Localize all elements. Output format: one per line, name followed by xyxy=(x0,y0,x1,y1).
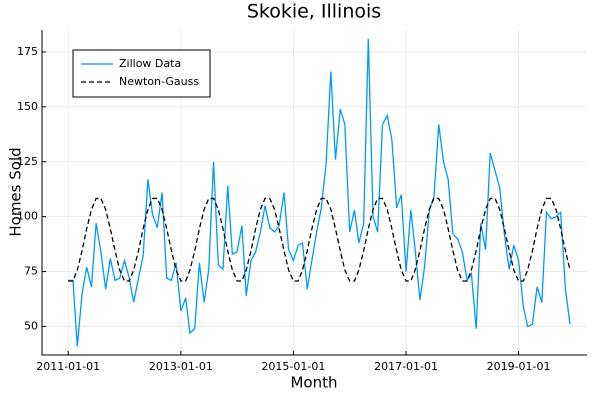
y-tick-label: 50 xyxy=(24,319,38,332)
y-tick-label: 150 xyxy=(17,100,38,113)
chart-title: Skokie, Illinois xyxy=(247,1,381,23)
axis xyxy=(41,30,587,356)
legend-box xyxy=(72,49,211,98)
y-tick-label: 75 xyxy=(24,265,38,278)
legend-label: Newton-Gauss xyxy=(119,75,199,88)
series-line xyxy=(68,197,571,282)
y-tick-label: 175 xyxy=(17,45,38,58)
y-tick-label: 100 xyxy=(17,210,38,223)
x-axis-label: Month xyxy=(290,374,337,392)
legend-label: Zillow Data xyxy=(119,57,181,70)
series-line xyxy=(68,38,571,347)
x-tick-label: 2019-01-01 xyxy=(487,360,551,373)
x-tick-label: 2011-01-01 xyxy=(36,360,100,373)
y-axis-label: Homes Sold xyxy=(7,147,25,236)
x-tick-label: 2017-01-01 xyxy=(374,360,438,373)
y-tick-label: 125 xyxy=(17,155,38,168)
x-tick-label: 2013-01-01 xyxy=(149,360,213,373)
x-tick-label: 2015-01-01 xyxy=(261,360,325,373)
